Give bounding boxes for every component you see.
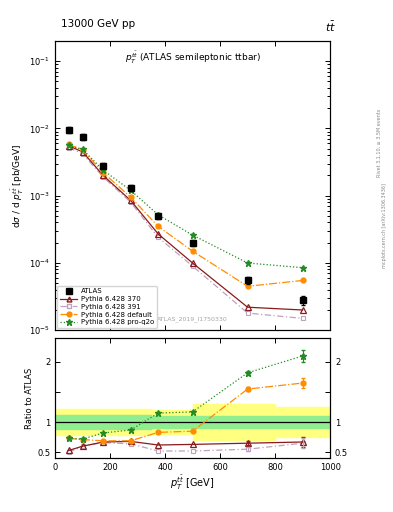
Text: mcplots.cern.ch [arXiv:1306.3436]: mcplots.cern.ch [arXiv:1306.3436] — [382, 183, 387, 268]
Text: ATLAS_2019_I1750330: ATLAS_2019_I1750330 — [157, 316, 228, 322]
Text: $t\bar{t}$: $t\bar{t}$ — [325, 19, 336, 34]
Y-axis label: Ratio to ATLAS: Ratio to ATLAS — [25, 368, 34, 429]
X-axis label: $p_T^{t\bar{t}}$ [GeV]: $p_T^{t\bar{t}}$ [GeV] — [170, 474, 215, 492]
Legend: ATLAS, Pythia 6.428 370, Pythia 6.428 391, Pythia 6.428 default, Pythia 6.428 pr: ATLAS, Pythia 6.428 370, Pythia 6.428 39… — [57, 286, 157, 328]
Text: 13000 GeV pp: 13000 GeV pp — [61, 19, 135, 30]
Text: $p_T^{t\bar{t}}$ (ATLAS semileptonic ttbar): $p_T^{t\bar{t}}$ (ATLAS semileptonic ttb… — [125, 50, 261, 66]
Text: Rivet 3.1.10, ≥ 3.5M events: Rivet 3.1.10, ≥ 3.5M events — [377, 109, 382, 178]
Y-axis label: d$\sigma$ / d $p_T^{t\bar{t}}$ [pb/GeV]: d$\sigma$ / d $p_T^{t\bar{t}}$ [pb/GeV] — [10, 143, 26, 228]
